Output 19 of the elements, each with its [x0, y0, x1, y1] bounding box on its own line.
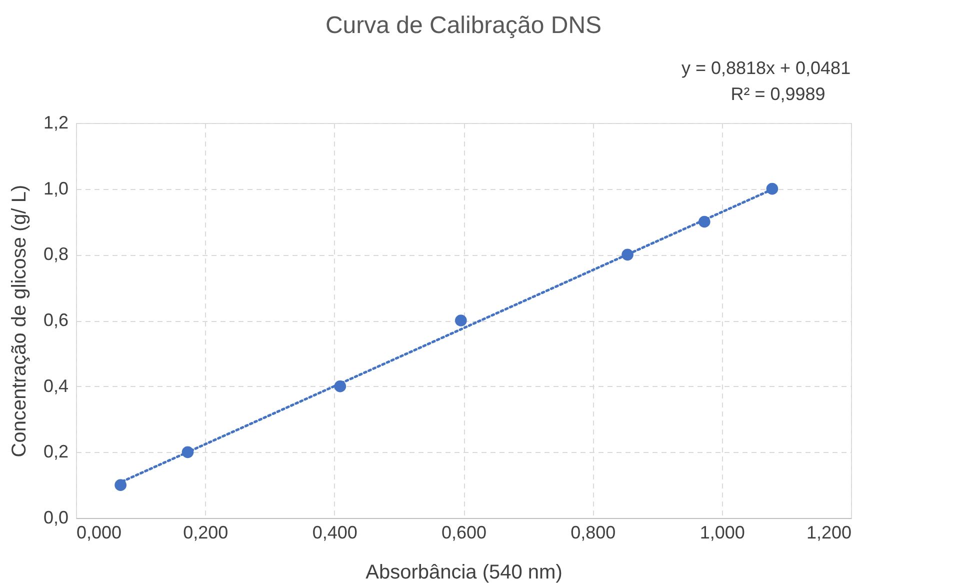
x-tick-label: 0,200: [183, 522, 228, 542]
x-tick-label: 1,200: [806, 522, 852, 542]
x-tick-label: 0,800: [570, 522, 616, 542]
y-tick-label: 0,8: [43, 244, 68, 264]
y-tick-label: 1,2: [43, 112, 68, 132]
y-tick-label: 0,4: [43, 376, 68, 396]
chart-title: Curva de Calibração DNS: [325, 12, 602, 39]
y-tick-label: 0,6: [43, 310, 68, 330]
y-tick-label: 0,0: [43, 508, 68, 528]
x-tick-label: 0,000: [76, 522, 122, 542]
x-tick-label: 0,400: [312, 522, 358, 542]
y-axis-title: Concentração de glicose (g/ L): [8, 184, 30, 458]
text: y = 0,8818x + 0,0481: [681, 58, 851, 78]
x-tick-label: 1,000: [700, 522, 745, 542]
x-axis-title: Absorbância (540 nm): [366, 562, 562, 583]
y-tick-label: 1,0: [43, 178, 68, 198]
x-tick-label: 0,600: [441, 522, 487, 542]
y-tick-label: 0,2: [43, 442, 68, 462]
text: R² = 0,9989: [730, 84, 826, 104]
